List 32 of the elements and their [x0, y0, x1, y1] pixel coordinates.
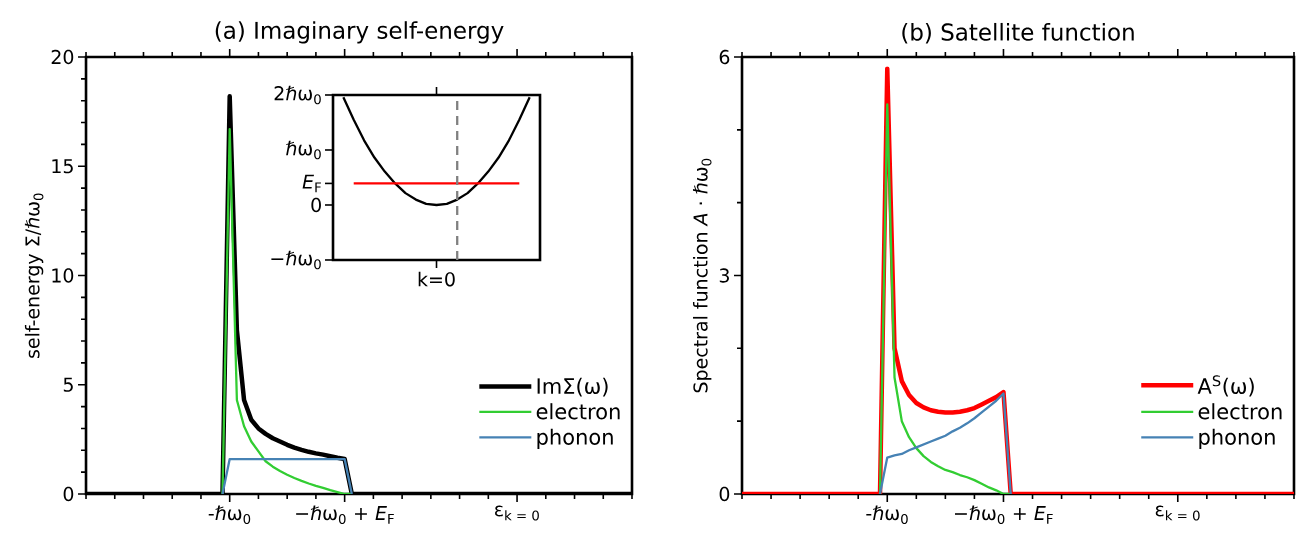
annotation: ℏω$_{0}$	[286, 140, 321, 160]
y-tick-label: 10	[52, 268, 74, 283]
legend-label: phonon	[537, 428, 613, 449]
x-tick-label: −ℏω$_{0}$ + E$_{F}$	[954, 505, 1053, 525]
x-tick-label: -ℏω$_{0}$	[866, 505, 908, 525]
y-tick-label: 3	[719, 268, 729, 283]
y-tick-label: 0	[63, 486, 74, 502]
line-series	[221, 127, 353, 494]
x-tick-label: ε$_{k = 0}$	[495, 505, 539, 521]
legend-label: A$^{S}$(ω)	[1197, 375, 1254, 397]
legend-label: electron	[1198, 403, 1282, 420]
x-tick-label: ε$_{k = 0}$	[1155, 505, 1200, 521]
annotation: −ℏω$_{0}$	[271, 250, 321, 270]
chart-title: (b) Satellite function	[902, 22, 1134, 44]
x-tick-label: -ℏω$_{0}$	[208, 505, 251, 525]
legend-label: phonon	[1199, 428, 1275, 449]
y-tick-label: 0	[719, 486, 730, 502]
y-axis-title: self-energy Σ/ℏω$_{0}$	[24, 193, 44, 358]
legend-label: ImΣ(ω)	[537, 377, 608, 397]
annotation: E$_{F}$	[302, 174, 321, 193]
line-series	[878, 103, 1012, 494]
annotation: 0	[311, 197, 321, 213]
x-tick-label: −ℏω$_{0}$ + E$_{F}$	[296, 505, 394, 525]
annotation: 2ℏω$_{0}$	[274, 85, 321, 105]
chart-title: (a) Imaginary self-energy	[215, 21, 504, 44]
y-tick-label: 20	[51, 49, 74, 65]
y-tick-label: 6	[719, 49, 730, 65]
y-axis-title: Spectral function A · ℏω$_{0}$	[692, 158, 712, 393]
y-tick-label: 5	[63, 377, 73, 392]
annotation: k=0	[418, 271, 455, 287]
y-tick-label: 15	[52, 159, 73, 174]
legend-label: electron	[536, 403, 620, 420]
